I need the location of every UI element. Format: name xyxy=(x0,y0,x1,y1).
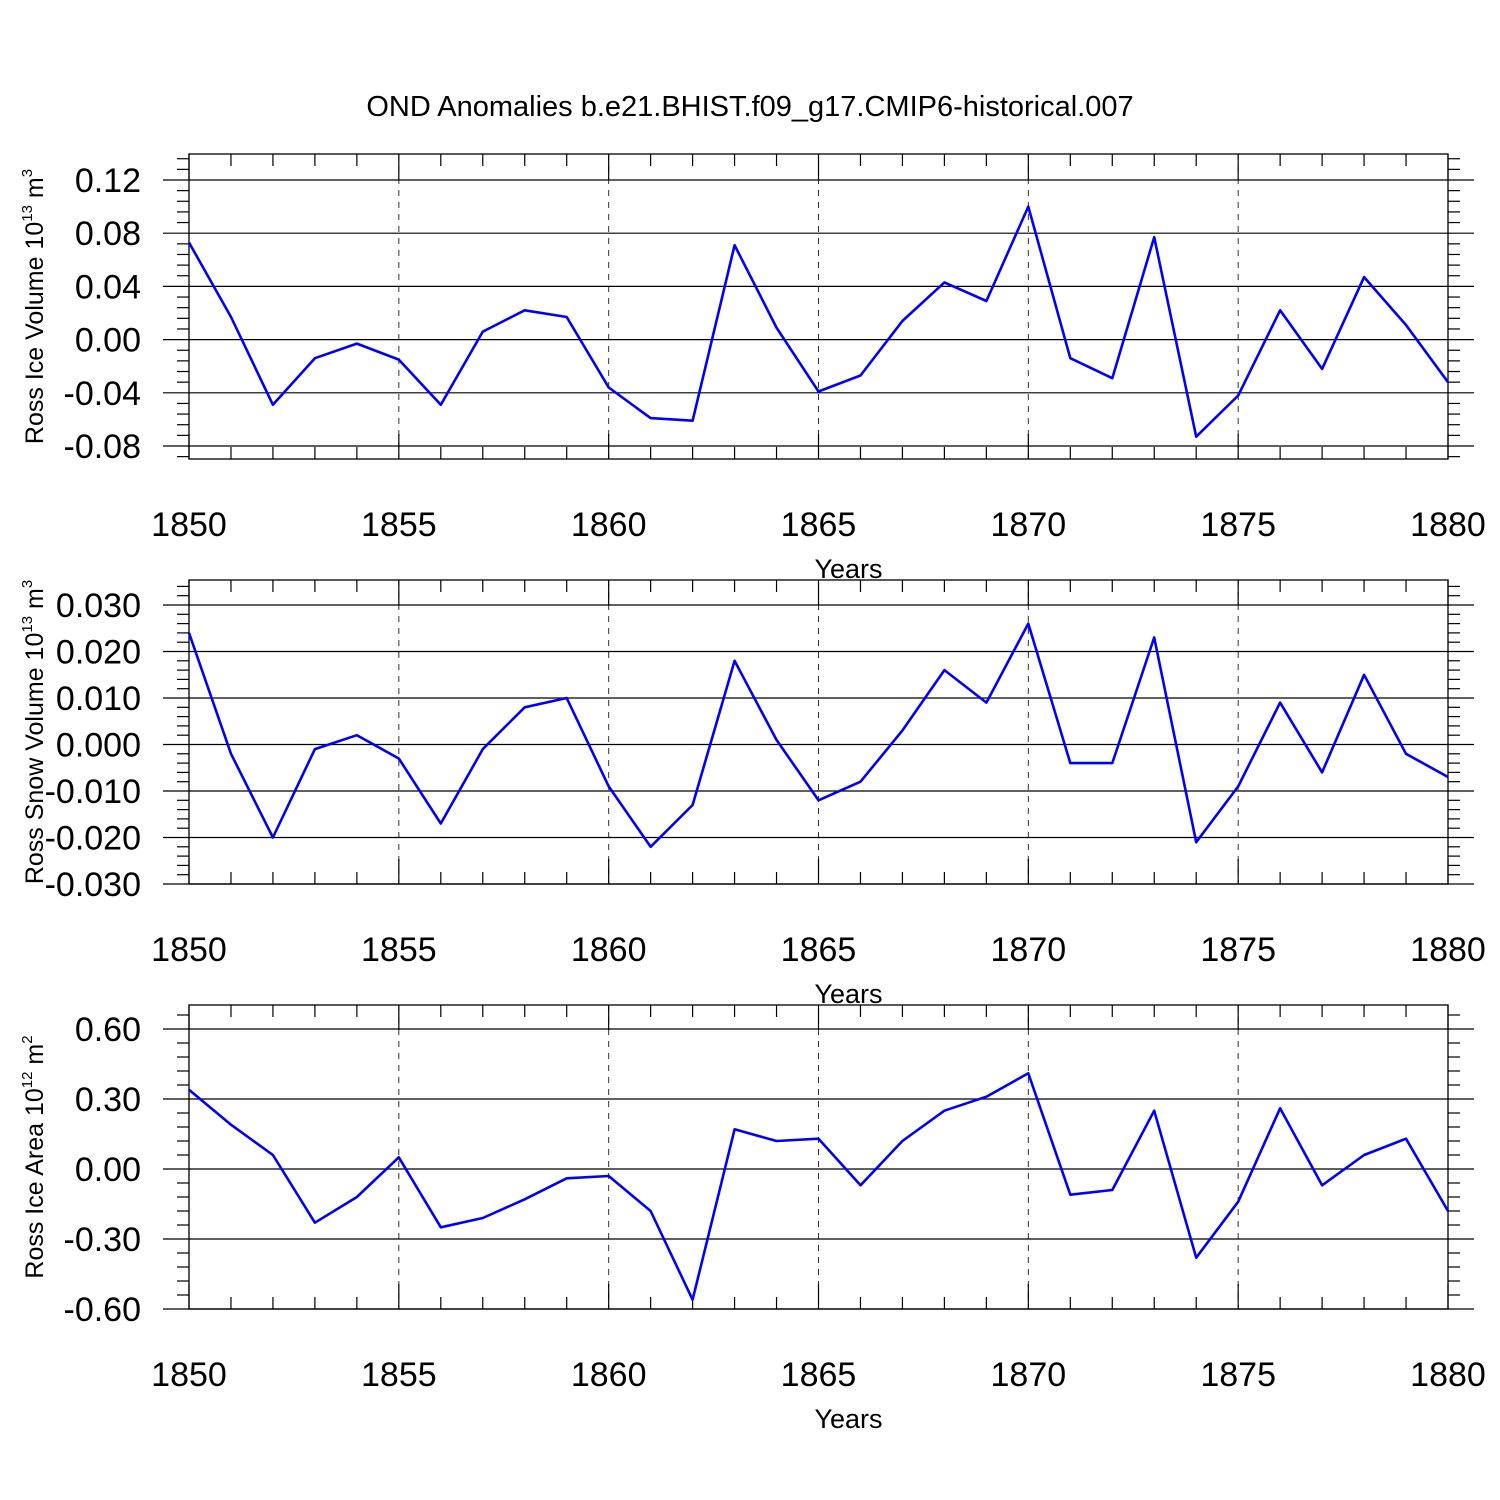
x-tick-label: 1875 xyxy=(1200,931,1276,969)
x-tick-label: 1850 xyxy=(151,506,227,544)
x-tick-label: 1880 xyxy=(1410,931,1486,969)
panel-2: 0.030 0.020 0.010 0.000 -0.010 -0.020 -0.030 18… xyxy=(19,579,1486,1009)
x-tick-label: 1860 xyxy=(571,1356,647,1394)
y-tick-label: 0.12 xyxy=(75,162,141,200)
x-tick-label: 1850 xyxy=(151,1356,227,1394)
y-axis-label: Ross Ice Area 1012 m2 xyxy=(19,1035,49,1278)
x-tick-label: 1870 xyxy=(991,1356,1067,1394)
x-tick-label: 1880 xyxy=(1410,506,1486,544)
y-tick-label: 0.010 xyxy=(56,680,141,718)
x-tick-label: 1860 xyxy=(571,931,647,969)
y-tick-label: -0.30 xyxy=(64,1221,142,1259)
y-axis-label: Ross Ice Volume 1013 m3 xyxy=(19,169,49,444)
chart-title: OND Anomalies b.e21.BHIST.f09_g17.CMIP6-… xyxy=(366,91,1133,123)
y-tick-label: -0.60 xyxy=(64,1291,142,1329)
y-tick-label: 0.04 xyxy=(75,268,141,306)
y-tick-label: -0.010 xyxy=(45,773,141,811)
plot-frame xyxy=(188,579,1449,885)
y-tick-label: 0.08 xyxy=(75,215,141,253)
x-tick-label: 1875 xyxy=(1200,1356,1276,1394)
x-tick-label: 1880 xyxy=(1410,1356,1486,1394)
y-tick-label: 0.020 xyxy=(56,634,141,672)
y-axis-label: Ross Snow Volume 1013 m3 xyxy=(19,580,49,884)
x-tick-label: 1865 xyxy=(781,506,857,544)
x-axis-label: Years xyxy=(814,979,882,1009)
x-axis-label: Years xyxy=(814,1404,882,1434)
y-tick-label: -0.020 xyxy=(45,820,141,858)
series-line xyxy=(187,205,1450,439)
x-tick-label: 1855 xyxy=(361,506,437,544)
x-tick-label: 1855 xyxy=(361,1356,437,1394)
y-tick-label: 0.00 xyxy=(75,322,141,360)
x-tick-label: 1865 xyxy=(781,931,857,969)
series-line xyxy=(187,622,1449,849)
y-tick-label: 0.030 xyxy=(56,587,141,625)
x-tick-label: 1870 xyxy=(991,506,1067,544)
x-tick-label: 1850 xyxy=(151,931,227,969)
y-tick-label: -0.030 xyxy=(45,866,141,904)
plot-frame xyxy=(188,153,1449,460)
y-tick-label: -0.04 xyxy=(64,375,142,413)
x-tick-label: 1875 xyxy=(1200,506,1276,544)
x-axis-label: Years xyxy=(814,554,882,584)
x-tick-label: 1865 xyxy=(781,1356,857,1394)
x-tick-label: 1870 xyxy=(991,931,1067,969)
y-tick-label: 0.000 xyxy=(56,727,141,765)
y-tick-label: 0.00 xyxy=(75,1151,141,1189)
x-tick-label: 1855 xyxy=(361,931,437,969)
series-line xyxy=(188,1072,1450,1301)
y-tick-label: -0.08 xyxy=(64,428,142,466)
y-tick-label: 0.60 xyxy=(75,1011,141,1049)
panel-1: 0.12 0.08 0.04 0.00 -0.04 -0.08 1850 1855 1860 18… xyxy=(19,153,1486,584)
y-tick-label: 0.30 xyxy=(75,1081,141,1119)
x-tick-label: 1860 xyxy=(571,506,647,544)
